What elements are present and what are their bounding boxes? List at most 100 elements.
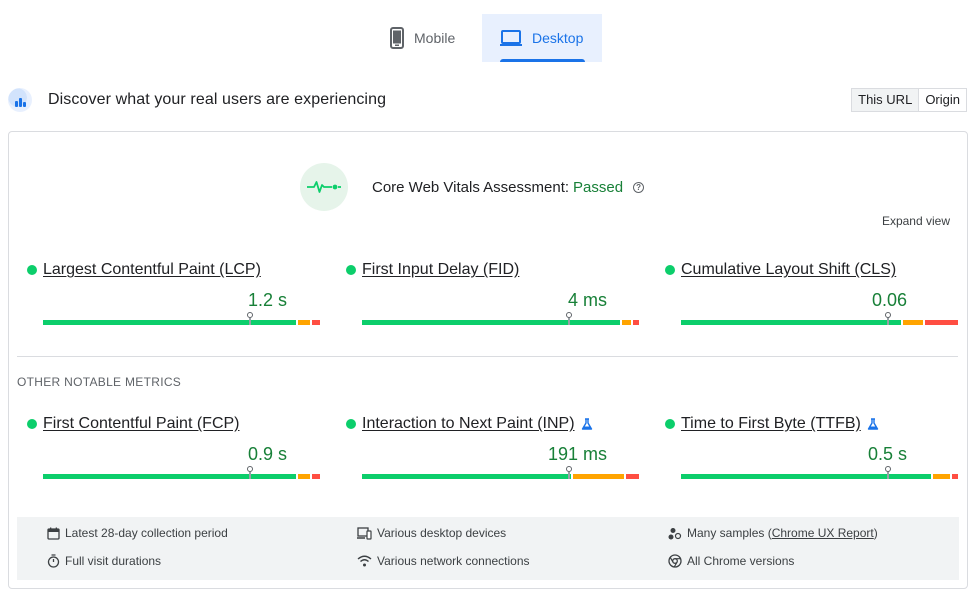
bar-needs-improvement-segment (298, 474, 310, 479)
metric-title: First Input Delay (FID) (346, 261, 519, 279)
tab-desktop[interactable]: Desktop (482, 14, 602, 62)
assessment-label: Core Web Vitals Assessment: (372, 178, 570, 196)
bar-good-segment (362, 320, 620, 325)
scope-origin-button[interactable]: Origin (925, 92, 960, 107)
bar-good-segment (43, 320, 296, 325)
metric-fcp: First Contentful Paint (FCP) 0.9 s (27, 415, 320, 485)
bar-good-segment (362, 474, 571, 479)
bar-poor-segment (952, 474, 958, 479)
field-data-card: Core Web Vitals Assessment: Passed ? Exp… (8, 131, 968, 589)
distribution-bar (362, 312, 639, 325)
info-network: Various network connections (357, 554, 530, 568)
distribution-bar (43, 312, 320, 325)
expand-view-button[interactable]: Expand view (881, 214, 950, 228)
status-good-dot-icon (27, 265, 37, 275)
status-good-dot-icon (665, 419, 675, 429)
chrome-ux-report-link[interactable]: Chrome UX Report (771, 526, 874, 540)
info-network-text: Various network connections (377, 554, 530, 568)
status-good-dot-icon (346, 419, 356, 429)
crux-header: Discover what your real users are experi… (8, 86, 967, 114)
collection-info-panel: Latest 28-day collection period Full vis… (17, 517, 959, 580)
bar-good-segment (681, 474, 931, 479)
bar-needs-improvement-segment (903, 320, 923, 325)
metric-link-lcp[interactable]: Largest Contentful Paint (LCP) (43, 261, 261, 278)
metric-title: Interaction to Next Paint (INP) (346, 415, 593, 433)
metric-title: Largest Contentful Paint (LCP) (27, 261, 261, 279)
info-samples-prefix: Many samples ( (687, 526, 772, 540)
tab-mobile[interactable]: Mobile (378, 14, 482, 62)
info-collection-period: Latest 28-day collection period (47, 526, 228, 540)
metric-value: 1.2 s (247, 290, 287, 310)
status-good-dot-icon (665, 265, 675, 275)
info-devices: Various desktop devices (357, 526, 506, 540)
p75-marker (247, 312, 253, 325)
tab-desktop-label: Desktop (532, 30, 584, 46)
metric-value: 0.5 s (867, 444, 907, 464)
crux-logo-icon (8, 88, 32, 112)
bar-needs-improvement-segment (622, 320, 631, 325)
info-chrome-versions: All Chrome versions (668, 554, 794, 568)
vitals-pulse-icon (300, 163, 348, 211)
bar-needs-improvement-segment (933, 474, 950, 479)
bar-needs-improvement-segment (573, 474, 624, 479)
bar-poor-segment (312, 474, 320, 479)
metric-value: 191 ms (547, 444, 607, 464)
metric-value: 0.9 s (247, 444, 287, 464)
bar-poor-segment (626, 474, 639, 479)
scope-this-url-button[interactable]: This URL (852, 89, 920, 111)
bar-needs-improvement-segment (298, 320, 310, 325)
info-visit-durations-text: Full visit durations (65, 554, 162, 568)
distribution-bar (681, 466, 958, 479)
calendar-icon (47, 527, 60, 540)
metric-link-fid[interactable]: First Input Delay (FID) (362, 261, 520, 278)
status-good-dot-icon (27, 419, 37, 429)
crux-title: Discover what your real users are experi… (48, 91, 387, 108)
distribution-bar (43, 466, 320, 479)
section-divider (17, 356, 958, 357)
help-icon[interactable]: ? (633, 181, 645, 193)
distribution-bar (362, 466, 639, 479)
p75-marker (885, 312, 891, 325)
metric-cls: Cumulative Layout Shift (CLS) 0.06 (665, 261, 958, 331)
assessment-status: Passed (573, 178, 624, 196)
info-devices-text: Various desktop devices (377, 526, 507, 540)
metric-lcp: Largest Contentful Paint (LCP) 1.2 s (27, 261, 320, 331)
devices-icon (357, 526, 372, 540)
cwv-assessment: Core Web Vitals Assessment: Passed ? (300, 163, 645, 211)
metric-value: 4 ms (567, 290, 607, 310)
metric-title: Cumulative Layout Shift (CLS) (665, 261, 896, 279)
bar-poor-segment (925, 320, 958, 325)
metric-link-ttfb[interactable]: Time to First Byte (TTFB) (681, 415, 861, 432)
scope-toggle: This URL Origin (851, 88, 967, 112)
tab-mobile-label: Mobile (414, 30, 456, 46)
samples-dots-icon (668, 527, 682, 539)
bar-poor-segment (312, 320, 320, 325)
metric-link-inp[interactable]: Interaction to Next Paint (INP) (362, 415, 575, 432)
distribution-bar (681, 312, 958, 325)
bar-good-segment (43, 474, 296, 479)
metric-inp: Interaction to Next Paint (INP) 191 ms (346, 415, 639, 485)
p75-marker (566, 312, 572, 325)
metric-title: First Contentful Paint (FCP) (27, 415, 240, 433)
bar-good-segment (681, 320, 901, 325)
mobile-phone-icon (390, 27, 404, 49)
info-chrome-versions-text: All Chrome versions (687, 554, 795, 568)
laptop-icon (500, 30, 522, 46)
p75-marker (566, 466, 572, 479)
metric-fid: First Input Delay (FID) 4 ms (346, 261, 639, 331)
metric-title: Time to First Byte (TTFB) (665, 415, 879, 433)
metric-link-cls[interactable]: Cumulative Layout Shift (CLS) (681, 261, 897, 278)
experimental-flask-icon (581, 418, 592, 430)
info-samples: Many samples ( Chrome UX Report ) (668, 526, 878, 540)
chrome-icon (668, 554, 682, 568)
p75-marker (885, 466, 891, 479)
info-visit-durations: Full visit durations (47, 554, 161, 568)
bar-poor-segment (633, 320, 639, 325)
metric-link-fcp[interactable]: First Contentful Paint (FCP) (43, 415, 240, 432)
info-samples-suffix: ) (873, 526, 878, 540)
p75-marker (247, 466, 253, 479)
device-tabs: Mobile Desktop (378, 14, 602, 62)
experimental-flask-icon (867, 418, 879, 430)
info-collection-period-text: Latest 28-day collection period (65, 526, 228, 540)
wifi-icon (357, 555, 372, 567)
